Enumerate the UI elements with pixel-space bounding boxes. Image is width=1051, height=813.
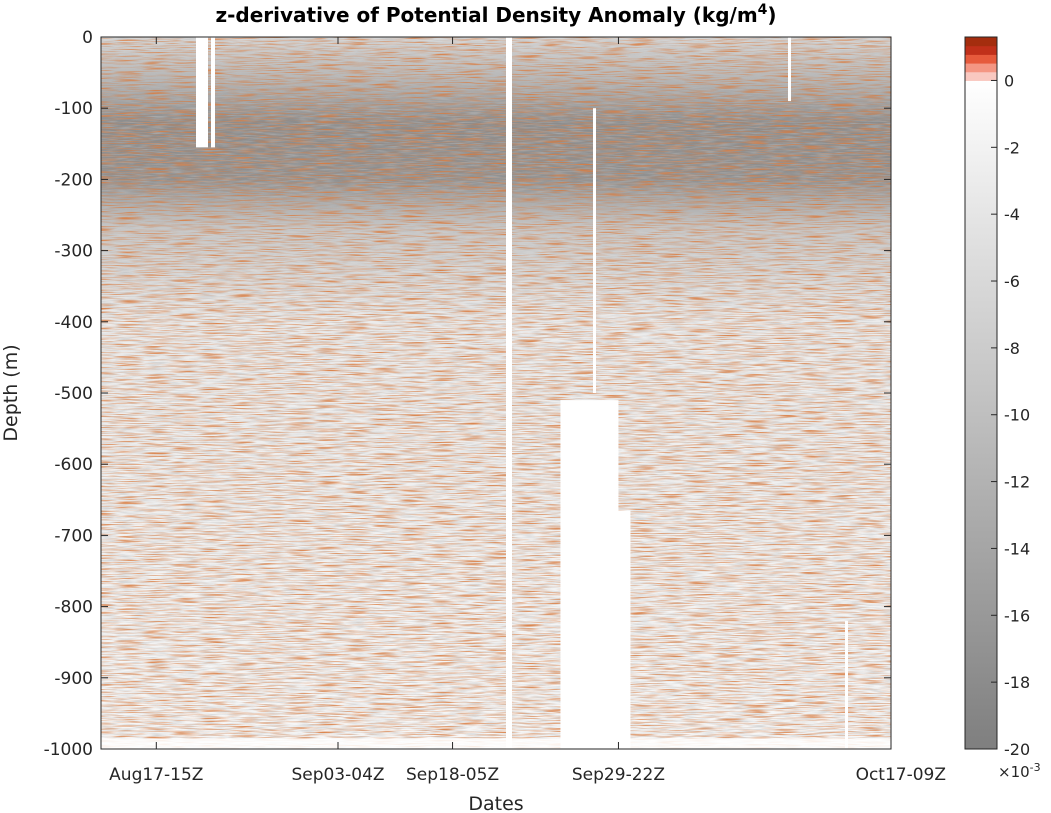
x-tick-label: Oct17-09Z <box>856 765 946 785</box>
y-tick-label: -800 <box>54 598 93 618</box>
heatmap-red-texture <box>101 37 891 749</box>
x-tick-label: Sep29-22Z <box>572 765 665 785</box>
colorbar-frame <box>964 36 998 750</box>
colorbar-tick-label: -18 <box>1004 673 1030 692</box>
y-tick-label: -300 <box>54 242 93 262</box>
colorbar-tick-label: -20 <box>1004 740 1030 759</box>
colorbar-step <box>965 45 997 55</box>
y-axis-label: Depth (m) <box>0 344 22 441</box>
title-superscript: 4 <box>758 2 768 18</box>
colorbar-step <box>965 71 997 81</box>
x-tick-label: Sep18-05Z <box>406 765 499 785</box>
x-tick-label: Sep03-04Z <box>291 765 384 785</box>
colorbar-tick-label: -4 <box>1004 205 1020 224</box>
y-tick-label: -1000 <box>44 740 93 760</box>
heatmap-data-gaps <box>101 37 891 749</box>
colorbar: 0 -2 -4 -6 -8 -10 -12 -14 -16 -18 -20 ×10-3 <box>964 36 1041 781</box>
y-tick-label: -400 <box>54 313 93 333</box>
colorbar-step <box>965 54 997 64</box>
x-tick-label: Aug17-15Z <box>109 765 203 785</box>
colorbar-tick-label: -14 <box>1004 539 1030 558</box>
data-gap-stripe <box>788 37 791 102</box>
colorbar-tick-label: 0 <box>1004 71 1014 90</box>
y-tick-label: -100 <box>54 99 93 119</box>
y-tick-label: -600 <box>54 455 93 475</box>
y-tick-label: -700 <box>54 526 93 546</box>
y-tick-label: 0 <box>82 28 93 48</box>
colorbar-tick-label: -6 <box>1004 272 1020 291</box>
colorbar-tick-label: -16 <box>1004 606 1030 625</box>
colorbar-positive-steps <box>965 37 997 81</box>
colorbar-tick-label: -2 <box>1004 138 1020 157</box>
data-gap-block <box>560 400 619 749</box>
data-gap-stripe <box>196 37 208 148</box>
data-gap-block <box>614 510 631 749</box>
colorbar-tick-label: -8 <box>1004 339 1020 358</box>
colorbar-tick-label: -12 <box>1004 473 1030 492</box>
data-gap-stripe <box>211 37 215 148</box>
data-gap-stripe <box>593 108 596 393</box>
x-axis: Aug17-15Z Sep03-04Z Sep18-05Z Sep29-22Z Oct1… <box>109 37 946 785</box>
colorbar-step <box>965 37 997 47</box>
data-gap-stripe <box>845 620 848 749</box>
y-tick-label: -900 <box>54 669 93 689</box>
title-close-paren: ) <box>767 3 776 27</box>
x-axis-label: Dates <box>468 793 523 813</box>
colorbar-ticks: 0 -2 -4 -6 -8 -10 -12 -14 -16 -18 -20 <box>991 71 1030 759</box>
heatmap-area <box>101 37 891 749</box>
y-tick-label: -500 <box>54 384 93 404</box>
chart-title: z-derivative of Potential Density Anomal… <box>215 2 776 27</box>
data-gap-stripe <box>506 37 512 749</box>
y-tick-label: -200 <box>54 170 93 190</box>
colorbar-step <box>965 63 997 73</box>
y-axis: 0 -100 -200 -300 -400 -500 -600 -700 -800 -900 -10… <box>44 28 891 760</box>
bottom-gap <box>101 738 891 749</box>
colorbar-tick-label: -10 <box>1004 406 1030 425</box>
colorbar-exponent: ×10-3 <box>998 761 1041 781</box>
